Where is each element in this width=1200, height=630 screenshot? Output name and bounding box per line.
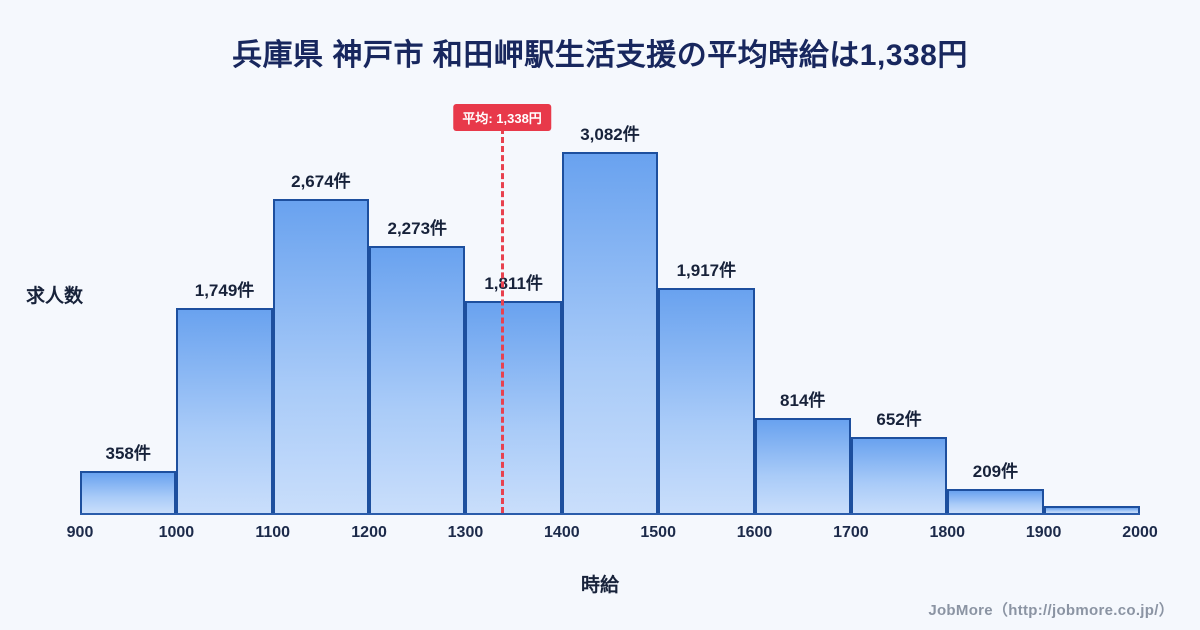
bar bbox=[369, 246, 466, 513]
x-axis-tick: 1700 bbox=[833, 524, 869, 541]
bar-value-label: 2,674件 bbox=[291, 172, 351, 192]
average-badge: 平均: 1,338円 bbox=[453, 104, 551, 131]
y-axis-label: 求人数 bbox=[26, 286, 84, 307]
x-axis-tick: 1200 bbox=[351, 524, 387, 541]
x-axis-tick: 1300 bbox=[447, 524, 484, 541]
bar bbox=[80, 471, 177, 513]
bar-value-label: 652件 bbox=[876, 409, 922, 429]
bar bbox=[850, 436, 948, 513]
bar-value-label: 1,917件 bbox=[676, 261, 737, 281]
x-axis-tick: 1900 bbox=[1025, 524, 1062, 541]
plot-area: 358件 1,749件 2,674件 2,273件 1,811件 3,082件 1,917件… bbox=[80, 104, 1140, 515]
bar-value-label: 814件 bbox=[780, 390, 826, 410]
x-axis: 900 1000 1100 1200 1300 1400 1500 1600 1700 1800 1… bbox=[67, 524, 1158, 544]
bar bbox=[658, 288, 755, 513]
bar bbox=[465, 300, 562, 513]
x-axis-tick: 1500 bbox=[640, 524, 676, 541]
bar-value-label: 2,273件 bbox=[387, 219, 448, 239]
bar bbox=[947, 488, 1044, 513]
x-axis-tick: 1800 bbox=[929, 524, 966, 541]
bar-value-label: 358件 bbox=[105, 444, 151, 464]
x-axis-tick: 2000 bbox=[1122, 524, 1158, 541]
bar bbox=[272, 199, 370, 513]
x-axis-tick: 1000 bbox=[158, 524, 195, 541]
footer-credit: JobMore（http://jobmore.co.jp/） bbox=[928, 602, 1174, 619]
bar bbox=[1043, 505, 1140, 513]
bar bbox=[176, 307, 273, 513]
bar-value-label: 3,082件 bbox=[580, 124, 640, 144]
bar-value-label: 1,749件 bbox=[194, 280, 255, 300]
bar-value-label: 209件 bbox=[972, 461, 1019, 481]
x-axis-tick: 1600 bbox=[736, 524, 773, 541]
bar-value-label: 1,811件 bbox=[484, 273, 543, 293]
x-axis-label: 時給 bbox=[580, 575, 619, 596]
bar bbox=[561, 151, 659, 513]
x-axis-tick: 900 bbox=[66, 524, 94, 541]
page-title: 兵庫県 神戸市 和田岬駅生活支援の平均時給は1,338円 bbox=[232, 39, 968, 72]
x-axis-tick: 1400 bbox=[544, 524, 580, 541]
bar bbox=[754, 417, 851, 513]
x-axis-tick: 1100 bbox=[255, 524, 291, 541]
average-line bbox=[500, 128, 504, 513]
